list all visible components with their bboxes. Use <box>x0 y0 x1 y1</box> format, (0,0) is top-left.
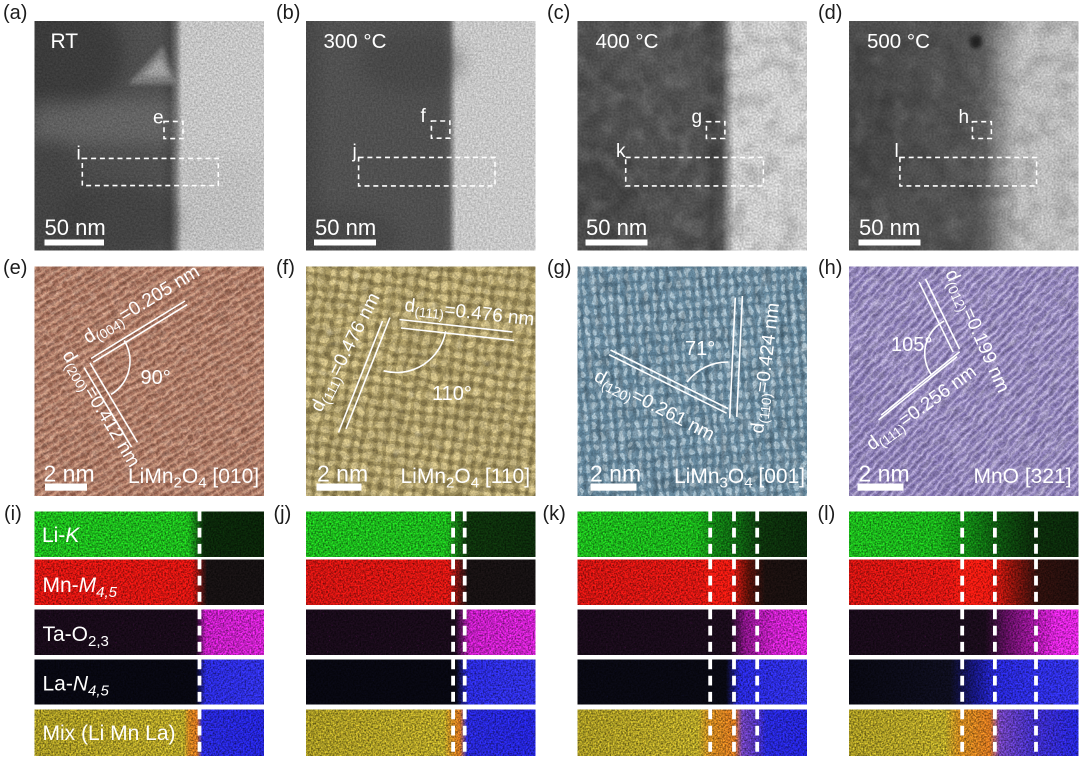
svg-text:110°: 110° <box>432 383 472 405</box>
svg-text:Li-K: Li-K <box>42 524 80 547</box>
svg-text:500 °C: 500 °C <box>867 30 930 53</box>
svg-text:2 nm: 2 nm <box>317 461 368 487</box>
svg-text:i: i <box>77 144 81 165</box>
svg-text:(j): (j) <box>274 503 292 525</box>
svg-text:(b): (b) <box>276 2 300 24</box>
svg-text:2 nm: 2 nm <box>44 461 95 487</box>
svg-text:e: e <box>153 108 164 129</box>
svg-text:(c): (c) <box>547 2 570 24</box>
svg-text:(l): (l) <box>818 503 836 525</box>
svg-text:g: g <box>692 107 703 128</box>
svg-text:90°: 90° <box>141 367 171 389</box>
svg-text:71°: 71° <box>685 338 715 360</box>
svg-text:LiMn2​O4​ [110]: LiMn2​O4​ [110] <box>401 465 531 492</box>
svg-text:j: j <box>352 142 357 163</box>
svg-text:2 nm: 2 nm <box>859 461 910 487</box>
svg-text:LiMn3​O4​ [001]: LiMn3​O4​ [001] <box>674 465 805 492</box>
svg-text:(f): (f) <box>276 257 295 279</box>
svg-text:50 nm: 50 nm <box>859 215 920 240</box>
svg-text:(i): (i) <box>4 503 22 525</box>
svg-text:(h): (h) <box>818 257 842 279</box>
svg-text:(e): (e) <box>3 257 27 279</box>
svg-text:LiMn2​O4​ [010]: LiMn2​O4​ [010] <box>128 465 259 492</box>
svg-text:(g): (g) <box>547 257 571 279</box>
svg-text:l: l <box>895 141 899 162</box>
svg-text:k: k <box>616 141 626 162</box>
svg-text:Mix (Li Mn La): Mix (Li Mn La) <box>43 722 176 745</box>
svg-text:50 nm: 50 nm <box>315 215 376 240</box>
svg-text:300 °C: 300 °C <box>324 30 387 53</box>
svg-text:50 nm: 50 nm <box>586 215 647 240</box>
svg-text:(a): (a) <box>3 2 27 24</box>
svg-text:RT: RT <box>51 30 79 53</box>
svg-text:MnO [321]: MnO [321] <box>974 465 1072 488</box>
svg-text:h: h <box>959 107 970 128</box>
svg-text:2 nm: 2 nm <box>590 461 641 487</box>
svg-text:105°: 105° <box>891 334 932 356</box>
svg-text:400 °C: 400 °C <box>596 30 659 53</box>
svg-text:f: f <box>421 106 427 127</box>
svg-text:50 nm: 50 nm <box>45 215 106 240</box>
svg-text:(d): (d) <box>818 2 842 24</box>
svg-text:(k): (k) <box>543 503 566 525</box>
